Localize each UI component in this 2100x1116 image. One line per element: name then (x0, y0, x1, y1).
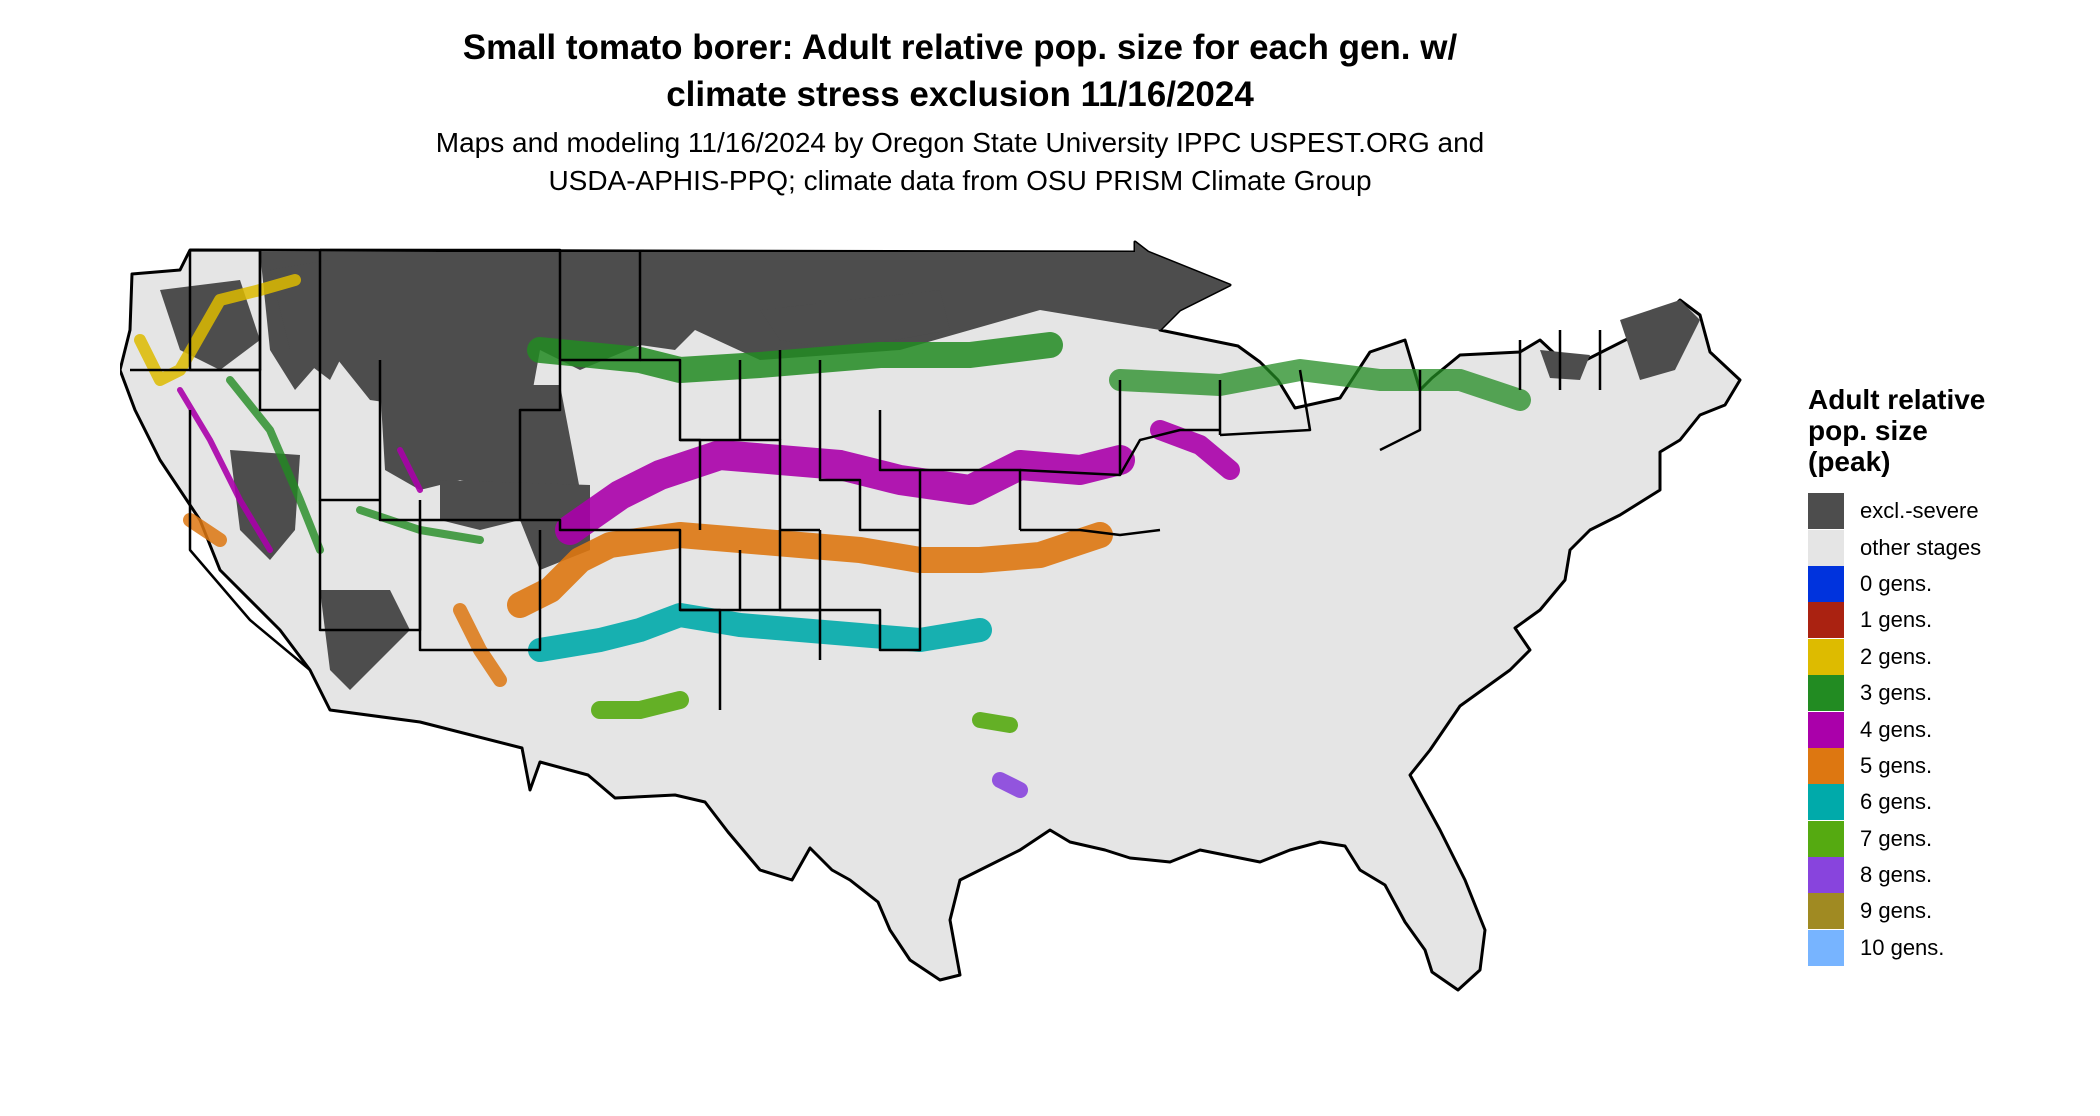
legend-item: 9 gens. (1808, 893, 2068, 930)
band-7-gens-florida (972, 712, 1018, 733)
excluded-regions (160, 242, 1700, 690)
legend-swatch (1808, 929, 1844, 966)
legend-swatch (1808, 529, 1844, 566)
map-subtitle: Maps and modeling 11/16/2024 by Oregon S… (220, 124, 1700, 200)
map-subtitle-line-1: Maps and modeling 11/16/2024 by Oregon S… (435, 127, 1485, 158)
state-borders (130, 248, 1602, 710)
legend-title-line-3: (peak) (1808, 446, 1891, 477)
legend-swatch (1808, 493, 1844, 530)
maine-excluded (1620, 300, 1700, 380)
band-4-gens-mid-atlantic (1150, 420, 1240, 480)
legend-label: 1 gens. (1860, 607, 1933, 633)
legend-label: 3 gens. (1860, 680, 1933, 706)
legend-swatch (1808, 857, 1844, 894)
legend-label: 8 gens. (1860, 862, 1933, 888)
legend-item: 3 gens. (1808, 675, 2068, 712)
generation-bands (134, 274, 1531, 798)
us-map (120, 240, 1742, 992)
legend-swatch (1808, 747, 1844, 784)
new-york-excluded (1540, 350, 1590, 380)
band-2-gens-northwest (134, 274, 301, 386)
idaho-excluded (270, 260, 360, 380)
arizona-excluded (320, 590, 410, 690)
map-title-line-1: Small tomato borer: Adult relative pop. … (462, 28, 1458, 67)
legend-label: 4 gens. (1860, 716, 1933, 742)
legend-label: 9 gens. (1860, 898, 1933, 924)
legend-swatch (1808, 893, 1844, 930)
legend-item: 7 gens. (1808, 820, 2068, 857)
nevada-excluded (230, 450, 300, 560)
band-8-gens-florida (992, 772, 1028, 798)
minnesota-wisconsin-excluded (760, 290, 950, 350)
band-4-gens-west (177, 387, 423, 553)
legend-label: 6 gens. (1860, 789, 1933, 815)
legend-label: other stages (1860, 534, 1982, 560)
legend-item: 6 gens. (1808, 784, 2068, 821)
legend-swatch (1808, 820, 1844, 857)
band-4-gens (555, 440, 1135, 545)
legend-item: 0 gens. (1808, 565, 2068, 602)
legend-item: 4 gens. (1808, 711, 2068, 748)
legend-swatch (1808, 711, 1844, 748)
legend-swatch (1808, 638, 1844, 675)
band-6-gens (528, 603, 992, 662)
legend-swatch (1808, 602, 1844, 639)
legend-item: 8 gens. (1808, 857, 2068, 894)
map-subtitle-line-2: USDA-APHIS-PPQ; climate data from OSU PR… (548, 165, 1372, 196)
legend-title-line-2: pop. size (1808, 415, 1928, 446)
legend: Adult relative pop. size (peak) excl.-se… (1808, 384, 2068, 966)
legend-label: excl.-severe (1860, 498, 1979, 524)
legend-item: excl.-severe (1808, 493, 2068, 530)
legend-label: 5 gens. (1860, 752, 1933, 778)
legend-item: other stages (1808, 529, 2068, 566)
band-3-gens-east (1109, 359, 1531, 411)
legend-item: 10 gens. (1808, 929, 2068, 966)
legend-swatch (1808, 565, 1844, 602)
nm-az-excluded (440, 480, 590, 570)
band-7-gens-texas (591, 691, 689, 719)
map-title: Small tomato borer: Adult relative pop. … (220, 24, 1700, 118)
legend-item: 2 gens. (1808, 638, 2068, 675)
band-5-gens (507, 522, 1113, 618)
map-title-line-2: climate stress exclusion 11/16/2024 (666, 75, 1254, 114)
legend-swatch (1808, 675, 1844, 712)
legend-item: 1 gens. (1808, 602, 2068, 639)
northern-plains-excluded (260, 242, 1230, 410)
legend-swatch (1808, 784, 1844, 821)
legend-title: Adult relative pop. size (peak) (1808, 384, 2068, 477)
legend-rows: excl.-severe other stages 0 gens. 1 gens. 2 … (1808, 493, 2068, 966)
colorado-excluded (380, 385, 580, 500)
legend-label: 7 gens. (1860, 825, 1933, 851)
legend-label: 10 gens. (1860, 934, 1945, 960)
legend-label: 2 gens. (1860, 643, 1933, 669)
legend-item: 5 gens. (1808, 747, 2068, 784)
legend-title-line-1: Adult relative (1808, 384, 1986, 415)
legend-label: 0 gens. (1860, 570, 1933, 596)
